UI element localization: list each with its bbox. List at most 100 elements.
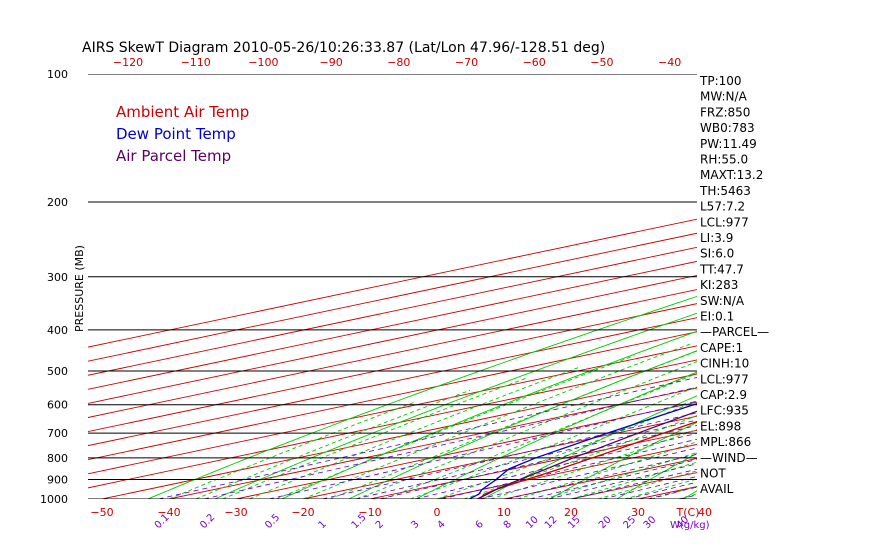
mixing-ratio-tick: 0.5 <box>263 512 282 531</box>
bottom-temperature-ticks: −50 −40 −30 −20 −10 0 10 20 30 40T(C) <box>90 506 712 519</box>
isotherm-line <box>302 415 697 499</box>
legend-entry: Ambient Air Temp <box>116 103 249 121</box>
moist-adiabat-line <box>356 361 697 499</box>
dry-adiabat-lines <box>146 83 870 508</box>
legend-entry: Air Parcel Temp <box>116 147 231 165</box>
mixing-ratio-tick: 10 <box>524 514 541 531</box>
pressure-tick: 1000 <box>40 493 68 506</box>
pressure-tick: 100 <box>47 68 68 81</box>
moist-adiabat-line <box>249 366 580 499</box>
mixing-ratio-lines <box>158 377 697 499</box>
index-text: EI:0.1 <box>700 310 734 324</box>
pressure-tick: 300 <box>47 271 68 284</box>
mixing-ratio-line <box>647 486 697 499</box>
isotherm-line <box>88 331 697 461</box>
isotherm-line <box>88 303 697 433</box>
top-temperature-tick: −40 <box>658 56 681 69</box>
moist-adiabat-line <box>570 461 697 499</box>
index-text: NOT <box>700 467 726 481</box>
moist-adiabat-line <box>651 486 697 499</box>
chart-title: AIRS SkewT Diagram 2010-05-26/10:26:33.8… <box>82 40 605 56</box>
profile-line <box>476 410 697 499</box>
bottom-temperature-tick: 40 <box>698 506 712 519</box>
mixing-ratio-unit-label: W(g/kg) <box>670 520 710 531</box>
moist-adiabat-line <box>410 386 697 499</box>
moist-adiabat-line <box>195 389 471 499</box>
top-temperature-tick: −120 <box>113 56 143 69</box>
mixing-ratio-line <box>203 386 697 499</box>
moist-adiabat-line <box>383 372 697 499</box>
dry-adiabat-line <box>738 83 870 508</box>
bottom-temperature-tick: 10 <box>497 506 511 519</box>
index-text: LI:3.9 <box>700 231 733 245</box>
pressure-tick: 800 <box>47 452 68 465</box>
top-temperature-tick: −80 <box>387 56 410 69</box>
isotherm-line <box>88 275 697 404</box>
isotherm-line <box>503 457 697 499</box>
profile-line <box>479 420 697 499</box>
legend: Ambient Air Temp Dew Point Temp Air Parcel… <box>116 103 249 165</box>
index-text: AVAIL <box>700 482 734 496</box>
bottom-temperature-tick: 0 <box>434 506 441 519</box>
dry-adiabat-line <box>414 371 697 499</box>
mixing-ratio-tick: 8 <box>502 519 514 531</box>
isotherm-line <box>839 74 870 499</box>
mixing-ratio-line <box>355 419 697 499</box>
moist-adiabat-line <box>490 428 697 499</box>
dry-adiabat-line <box>213 312 697 499</box>
mixing-ratio-tick: 0.2 <box>198 512 217 531</box>
index-text: SI:6.0 <box>700 247 734 261</box>
pressure-tick: 500 <box>47 365 68 378</box>
top-temperature-tick: −70 <box>455 56 478 69</box>
bottom-temperature-tick: 20 <box>564 506 578 519</box>
mixing-ratio-tick: 2 <box>374 519 386 531</box>
pressure-tick: 700 <box>47 427 68 440</box>
plot-area <box>88 74 870 508</box>
dry-adiabat-line <box>146 295 697 499</box>
index-text: RH:55.0 <box>700 153 748 167</box>
index-text: CAPE:1 <box>700 341 743 355</box>
pressure-tick: 200 <box>47 196 68 209</box>
isotherm-line <box>88 260 697 390</box>
moist-adiabat-line <box>517 441 697 499</box>
top-temperature-tick: −60 <box>523 56 546 69</box>
index-text: KI:283 <box>700 278 738 292</box>
bottom-temperature-tick: −40 <box>157 506 180 519</box>
mixing-ratio-tick: 6 <box>474 519 486 531</box>
mixing-ratio-line <box>158 377 697 499</box>
isotherm-line <box>101 373 697 499</box>
dry-adiabat-line <box>280 330 697 499</box>
index-text: CINH:10 <box>700 357 749 371</box>
isotherm-line <box>88 232 697 362</box>
top-temperature-tick: −90 <box>319 56 342 69</box>
moist-adiabat-line <box>544 452 697 499</box>
isotherm-line <box>235 401 697 499</box>
dry-adiabat-line <box>616 452 697 499</box>
bottom-temperature-tick: −50 <box>90 506 113 519</box>
mixing-ratio-tick: 20 <box>597 514 614 531</box>
pressure-ticks: 100 200 300 400 500 600 700 800 900 1000 <box>40 68 68 506</box>
pressure-tick: 600 <box>47 399 68 412</box>
index-text: SW:N/A <box>700 294 745 308</box>
index-text: LCL:977 <box>700 215 749 229</box>
y-axis-label: PRESSURE (MB) <box>73 245 86 332</box>
index-text: CAP:2.9 <box>700 388 747 402</box>
index-text: L57:7.2 <box>700 200 745 214</box>
bottom-temperature-tick: −10 <box>358 506 381 519</box>
mixing-ratio-tick: 12 <box>543 514 560 531</box>
index-text: —WIND— <box>700 451 758 465</box>
isotherm-line <box>88 317 697 447</box>
index-text: TH:5463 <box>699 184 751 198</box>
dry-adiabat-line <box>548 421 697 499</box>
index-text: LCL:977 <box>700 372 749 386</box>
bottom-temperature-tick: −20 <box>291 506 314 519</box>
bottom-temperature-tick: −30 <box>224 506 247 519</box>
dry-adiabat-line <box>806 83 870 508</box>
isotherm-line <box>772 74 870 499</box>
index-text: MAXT:13.2 <box>700 168 763 182</box>
moist-adiabat-line <box>168 401 417 499</box>
isotherm-line <box>88 218 697 348</box>
index-text: FRZ:850 <box>700 105 750 119</box>
moist-adiabat-line <box>276 355 635 499</box>
